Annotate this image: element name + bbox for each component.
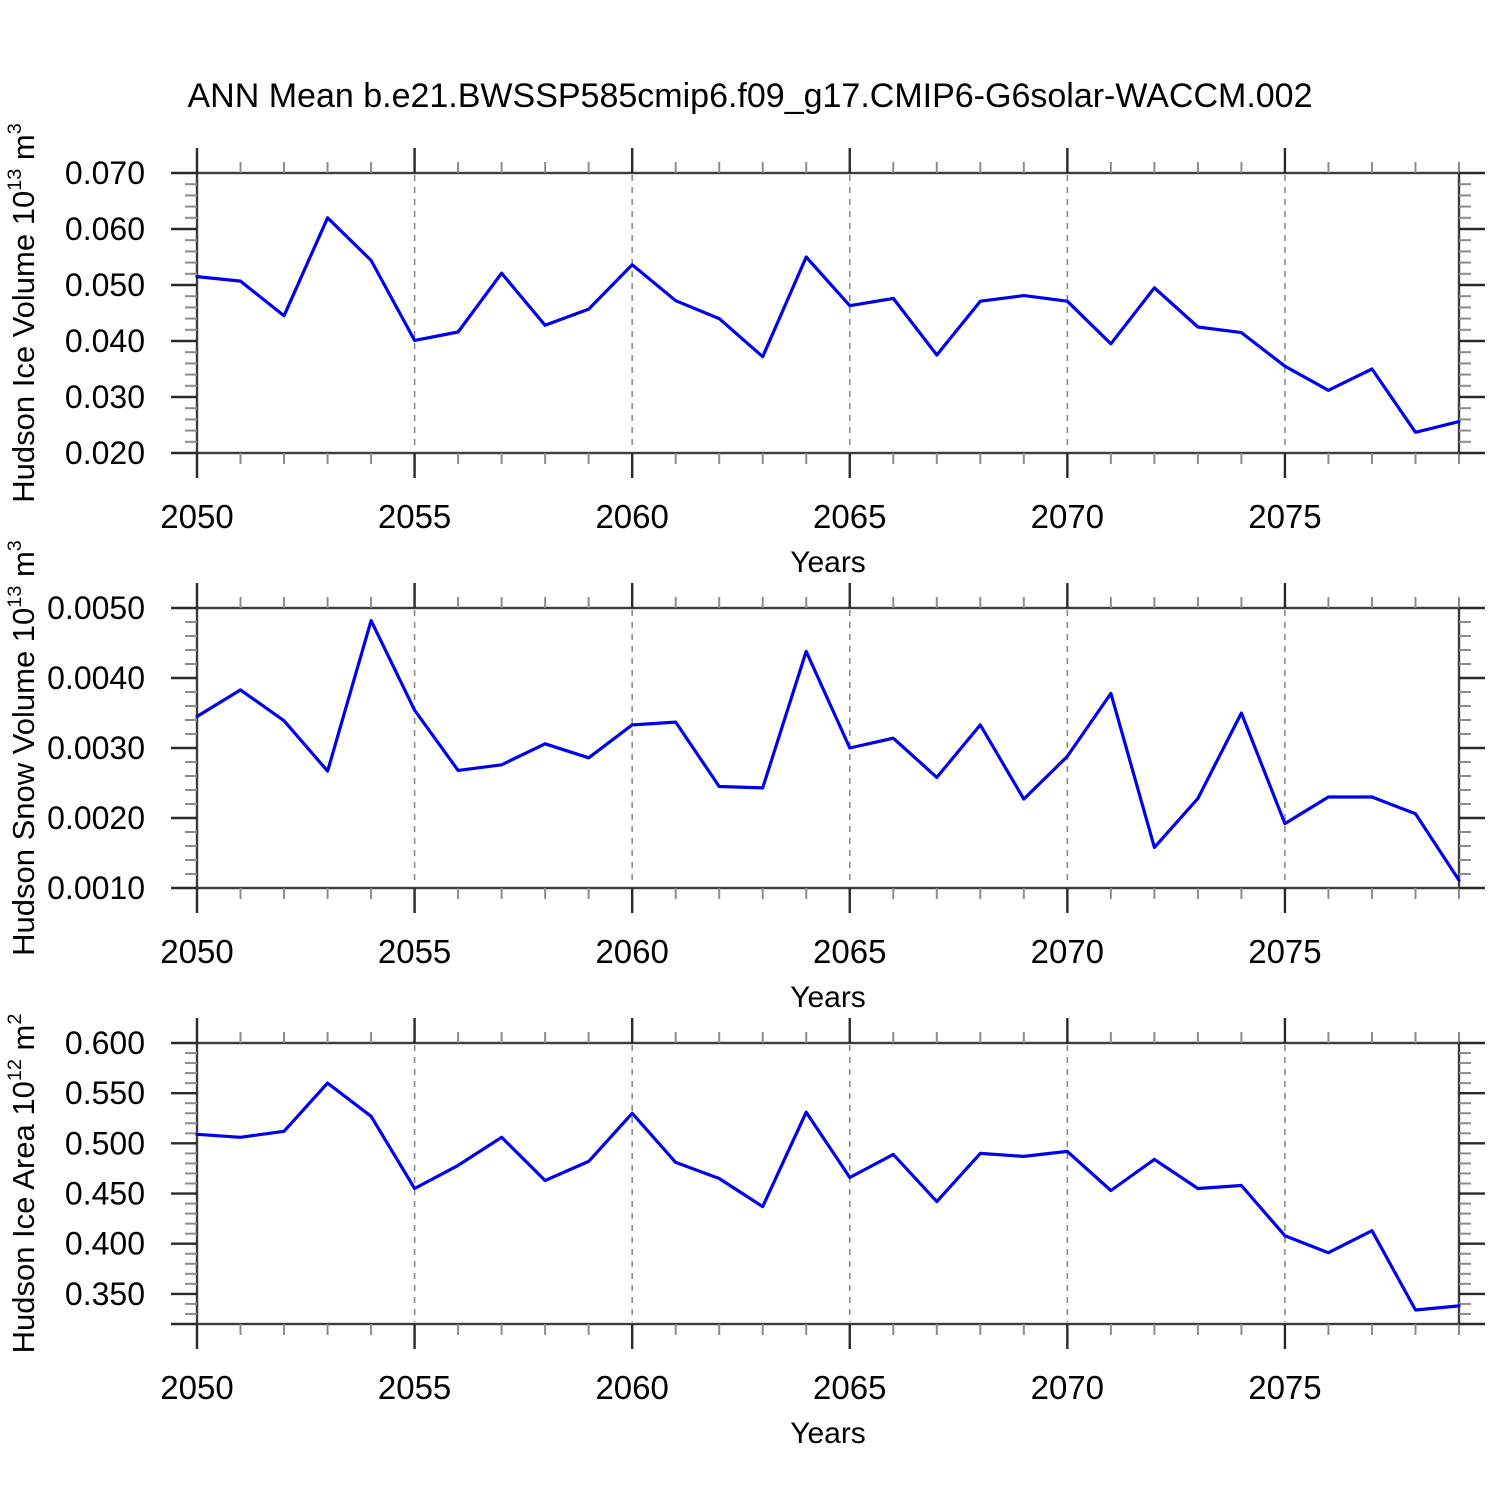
- x-tick-label: 2075: [1248, 498, 1321, 535]
- x-axis-title: Years: [790, 1417, 866, 1450]
- x-axis-title: Years: [790, 546, 866, 579]
- x-axis-title: Years: [790, 981, 866, 1014]
- x-tick-label: 2055: [378, 498, 451, 535]
- x-tick-label: 2065: [813, 933, 886, 970]
- x-tick-label: 2070: [1031, 1369, 1104, 1406]
- x-tick-label: 2055: [378, 933, 451, 970]
- x-tick-label: 2055: [378, 1369, 451, 1406]
- x-tick-label: 2050: [160, 933, 233, 970]
- y-tick-label: 0.040: [65, 323, 145, 359]
- y-tick-label: 0.0050: [47, 590, 145, 626]
- y-tick-label: 0.030: [65, 379, 145, 415]
- x-tick-label: 2075: [1248, 1369, 1321, 1406]
- panel-border: [195, 1041, 1461, 1326]
- x-tick-label: 2070: [1031, 933, 1104, 970]
- x-tick-label: 2050: [160, 1369, 233, 1406]
- panel-border: [195, 171, 1461, 455]
- y-tick-label: 0.500: [65, 1125, 145, 1161]
- y-axis-title: Hudson Snow Volume 1013​ m3​: [4, 540, 41, 956]
- y-tick-label: 0.060: [65, 211, 145, 247]
- y-tick-label: 0.400: [65, 1226, 145, 1262]
- panel-3: 0.600 0.550 0.500 0.450 0.400 0.350 2050 2055 20…: [4, 1014, 1485, 1450]
- data-line: [195, 618, 1461, 882]
- x-tick-label: 2065: [813, 1369, 886, 1406]
- y-tick-label: 0.550: [65, 1075, 145, 1111]
- y-tick-label: 0.0030: [47, 730, 145, 766]
- x-tick-label: 2060: [595, 933, 668, 970]
- data-line: [195, 216, 1461, 434]
- y-axis-title: Hudson Ice Area 1012​ m2​: [4, 1014, 41, 1354]
- x-tick-label: 2075: [1248, 933, 1321, 970]
- y-axis-title: Hudson Ice Volume 1013​ m3​: [4, 123, 41, 502]
- panels-group: 0.070 0.060 0.050 0.040 0.030 0.020 2050 2055 20…: [4, 123, 1485, 1450]
- y-tick-label: 0.0040: [47, 660, 145, 696]
- panel-1: 0.070 0.060 0.050 0.040 0.030 0.020 2050 2055 20…: [4, 123, 1485, 579]
- x-tick-label: 2060: [595, 1369, 668, 1406]
- y-tick-label: 0.070: [65, 155, 145, 191]
- y-tick-label: 0.350: [65, 1276, 145, 1312]
- panel-2: 0.0050 0.0040 0.0030 0.0020 0.0010 2050 2055 20…: [4, 540, 1485, 1014]
- y-tick-label: 0.020: [65, 435, 145, 471]
- x-tick-label: 2050: [160, 498, 233, 535]
- x-tick-label: 2070: [1031, 498, 1104, 535]
- y-tick-label: 0.0010: [47, 870, 145, 906]
- x-tick-label: 2065: [813, 498, 886, 535]
- y-tick-label: 0.0020: [47, 800, 145, 836]
- data-line: [195, 1081, 1461, 1312]
- x-tick-label: 2060: [595, 498, 668, 535]
- y-tick-label: 0.450: [65, 1176, 145, 1212]
- y-tick-label: 0.050: [65, 267, 145, 303]
- y-tick-label: 0.600: [65, 1025, 145, 1061]
- chart-title: ANN Mean b.e21.BWSSP585cmip6.f09_g17.CMI…: [188, 77, 1313, 115]
